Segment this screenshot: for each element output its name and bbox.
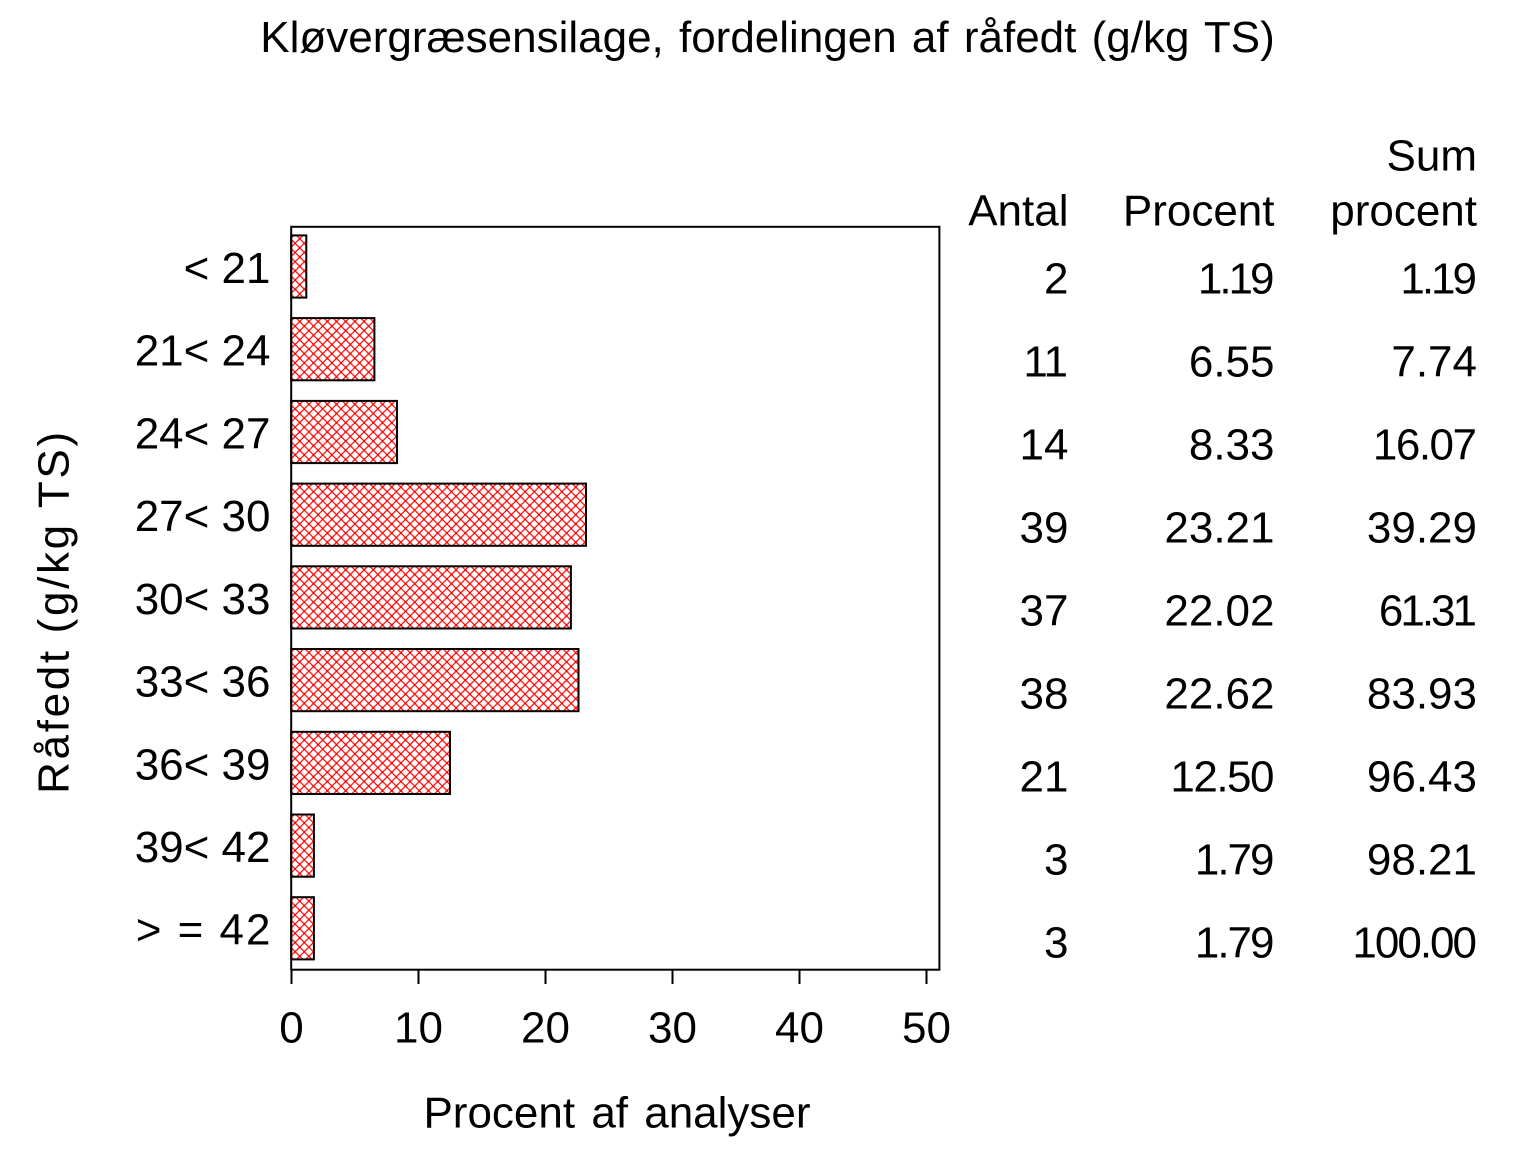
svg-text:20: 20 [521, 1003, 570, 1052]
svg-text:36< 39: 36< 39 [135, 740, 271, 789]
svg-text:21: 21 [1020, 752, 1069, 801]
svg-text:0: 0 [279, 1003, 303, 1052]
svg-text:96.43: 96.43 [1367, 752, 1477, 801]
svg-text:7.74: 7.74 [1391, 338, 1477, 387]
svg-text:2: 2 [1044, 255, 1068, 304]
svg-text:61.31: 61.31 [1379, 586, 1476, 635]
svg-text:83.93: 83.93 [1367, 669, 1477, 718]
svg-text:100.00: 100.00 [1352, 918, 1475, 967]
svg-text:11: 11 [1023, 338, 1067, 387]
svg-text:30: 30 [648, 1003, 697, 1052]
svg-text:39< 42: 39< 42 [135, 823, 271, 872]
svg-text:98.21: 98.21 [1367, 835, 1477, 884]
svg-text:24< 27: 24< 27 [135, 409, 271, 458]
svg-text:3: 3 [1044, 918, 1068, 967]
svg-text:< 21: < 21 [184, 244, 271, 293]
svg-text:1.19: 1.19 [1198, 255, 1273, 304]
svg-text:procent: procent [1330, 186, 1477, 235]
svg-text:39: 39 [1020, 503, 1069, 552]
svg-text:1.79: 1.79 [1195, 835, 1273, 884]
svg-text:1.19: 1.19 [1400, 255, 1475, 304]
svg-text:22.62: 22.62 [1164, 669, 1274, 718]
svg-text:1.79: 1.79 [1195, 918, 1273, 967]
svg-text:40: 40 [775, 1003, 824, 1052]
svg-text:33< 36: 33< 36 [135, 658, 271, 707]
svg-text:21< 24: 21< 24 [135, 327, 271, 376]
svg-text:39.29: 39.29 [1367, 503, 1477, 552]
svg-text:16.07: 16.07 [1373, 420, 1476, 469]
svg-text:Procent: Procent [1123, 186, 1275, 235]
svg-text:Kløvergræsensilage, fordelinge: Kløvergræsensilage, fordelingen af råfed… [260, 13, 1274, 62]
svg-text:37: 37 [1020, 586, 1069, 635]
svg-text:Sum: Sum [1387, 131, 1477, 180]
svg-text:30< 33: 30< 33 [135, 575, 271, 624]
svg-text:3: 3 [1044, 835, 1068, 884]
svg-text:Antal: Antal [968, 186, 1068, 235]
svg-text:Procent af analyser: Procent af analyser [423, 1089, 810, 1138]
svg-text:27< 30: 27< 30 [135, 492, 271, 541]
svg-text:10: 10 [394, 1003, 443, 1052]
svg-text:8.33: 8.33 [1189, 420, 1275, 469]
svg-text:50: 50 [902, 1003, 951, 1052]
svg-text:38: 38 [1020, 669, 1069, 718]
svg-text:6.55: 6.55 [1189, 338, 1275, 387]
svg-text:14: 14 [1020, 420, 1069, 469]
svg-text:22.02: 22.02 [1164, 586, 1274, 635]
svg-text:12.50: 12.50 [1170, 752, 1273, 801]
svg-text:> = 42: > = 42 [136, 906, 273, 955]
svg-text:Råfedt (g/kg TS): Råfedt (g/kg TS) [30, 432, 79, 794]
svg-text:23.21: 23.21 [1164, 503, 1274, 552]
